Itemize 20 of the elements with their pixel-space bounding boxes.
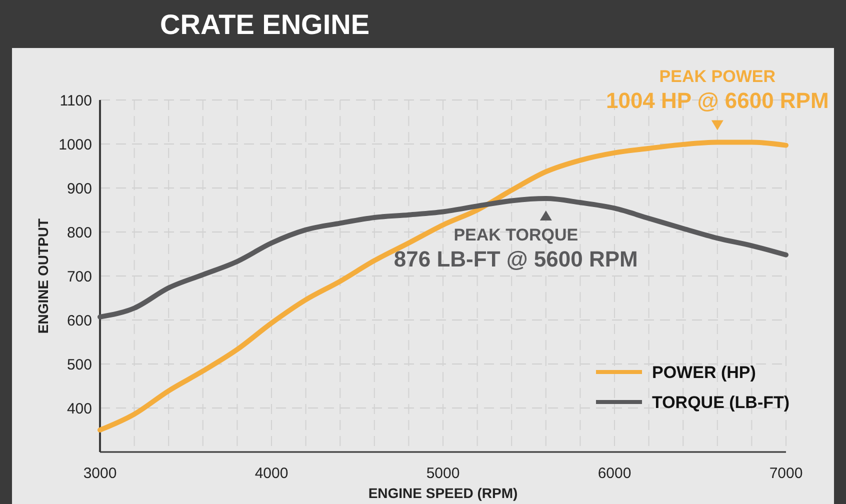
x-tick-label: 7000 <box>769 465 803 482</box>
legend-label: TORQUE (LB-FT) <box>652 392 790 412</box>
y-tick-label: 500 <box>66 356 92 374</box>
y-tick-label: 900 <box>66 180 92 198</box>
y-tick-label: 1100 <box>60 92 92 110</box>
x-axis-title: ENGINE SPEED (RPM) <box>368 485 518 501</box>
legend-label: POWER (HP) <box>652 362 756 382</box>
x-tick-label: 6000 <box>598 465 632 482</box>
y-tick-label: 800 <box>66 224 92 242</box>
y-tick-label: 600 <box>66 312 92 330</box>
y-tick-label: 400 <box>66 400 92 418</box>
chart-title: CRATE ENGINE <box>160 9 370 40</box>
y-tick-label: 700 <box>66 268 92 286</box>
x-tick-label: 5000 <box>426 465 460 482</box>
y-tick-label: 1000 <box>58 136 92 154</box>
x-tick-label: 3000 <box>83 465 117 482</box>
annotation: PEAK TORQUE 876 LB-FT @ 5600 RPM <box>394 226 638 272</box>
y-axis-title: ENGINE OUTPUT <box>35 218 51 334</box>
annotation: PEAK POWER 1004 HP @ 6600 RPM <box>606 67 829 114</box>
x-tick-label: 4000 <box>254 465 288 482</box>
